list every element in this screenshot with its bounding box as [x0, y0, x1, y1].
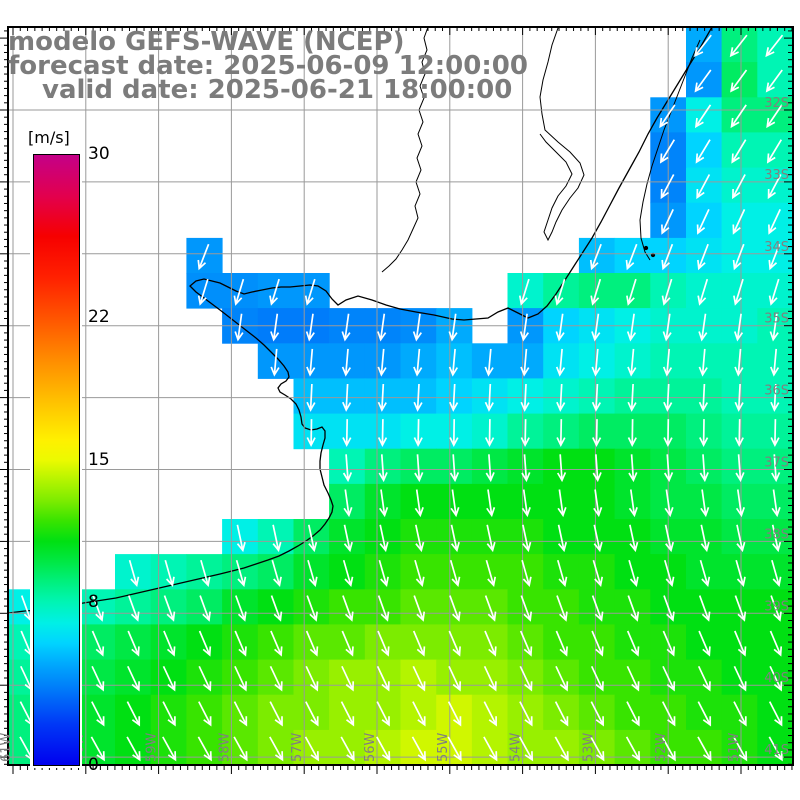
lat-label: 35S: [764, 312, 789, 327]
colorbar-tick-label: 15: [88, 449, 110, 470]
lon-label: 57W: [290, 732, 305, 762]
lagoon-outline: [539, 27, 585, 242]
lat-label: 39S: [764, 599, 789, 614]
lon-label: 54W: [509, 732, 524, 762]
wind-speed-cells: [8, 27, 793, 765]
axis-ticks: [0, 27, 793, 774]
graticule-grid: [8, 27, 793, 765]
lon-label: 59W: [145, 732, 160, 762]
coastal-lagoon-line: [639, 39, 701, 261]
lat-label: 36S: [764, 384, 789, 399]
colorbar: [30, 151, 82, 768]
map-border: [7, 26, 794, 766]
lat-label: 41S: [764, 743, 789, 758]
lat-label: 34S: [764, 240, 789, 255]
river-line: [381, 27, 429, 273]
lon-label: 58W: [217, 732, 232, 762]
colorbar-tick-label: 30: [88, 144, 110, 164]
lon-label: 61W: [0, 732, 14, 762]
lon-label: 56W: [363, 732, 378, 762]
island-dot: [643, 245, 649, 251]
lat-label: 38S: [764, 527, 789, 542]
coastline: [8, 27, 713, 614]
colorbar-tick-label: 22: [88, 306, 110, 327]
lat-label: 40S: [764, 671, 789, 686]
lat-label: 37S: [764, 456, 789, 471]
lon-label: 52W: [654, 732, 669, 762]
lat-label: 32S: [764, 96, 789, 111]
lat-label: 33S: [764, 168, 789, 183]
wind-direction-arrows: [19, 34, 784, 762]
lon-label: 53W: [581, 732, 596, 762]
colorbar-tick-label: 0: [88, 755, 99, 775]
colorbar-unit-label: [m/s]: [28, 128, 70, 147]
colorbar-tick-label: 8: [88, 592, 99, 613]
lon-label: 55W: [436, 732, 451, 762]
lon-label: 51W: [727, 732, 742, 762]
colorbar-gradient: [33, 154, 80, 766]
